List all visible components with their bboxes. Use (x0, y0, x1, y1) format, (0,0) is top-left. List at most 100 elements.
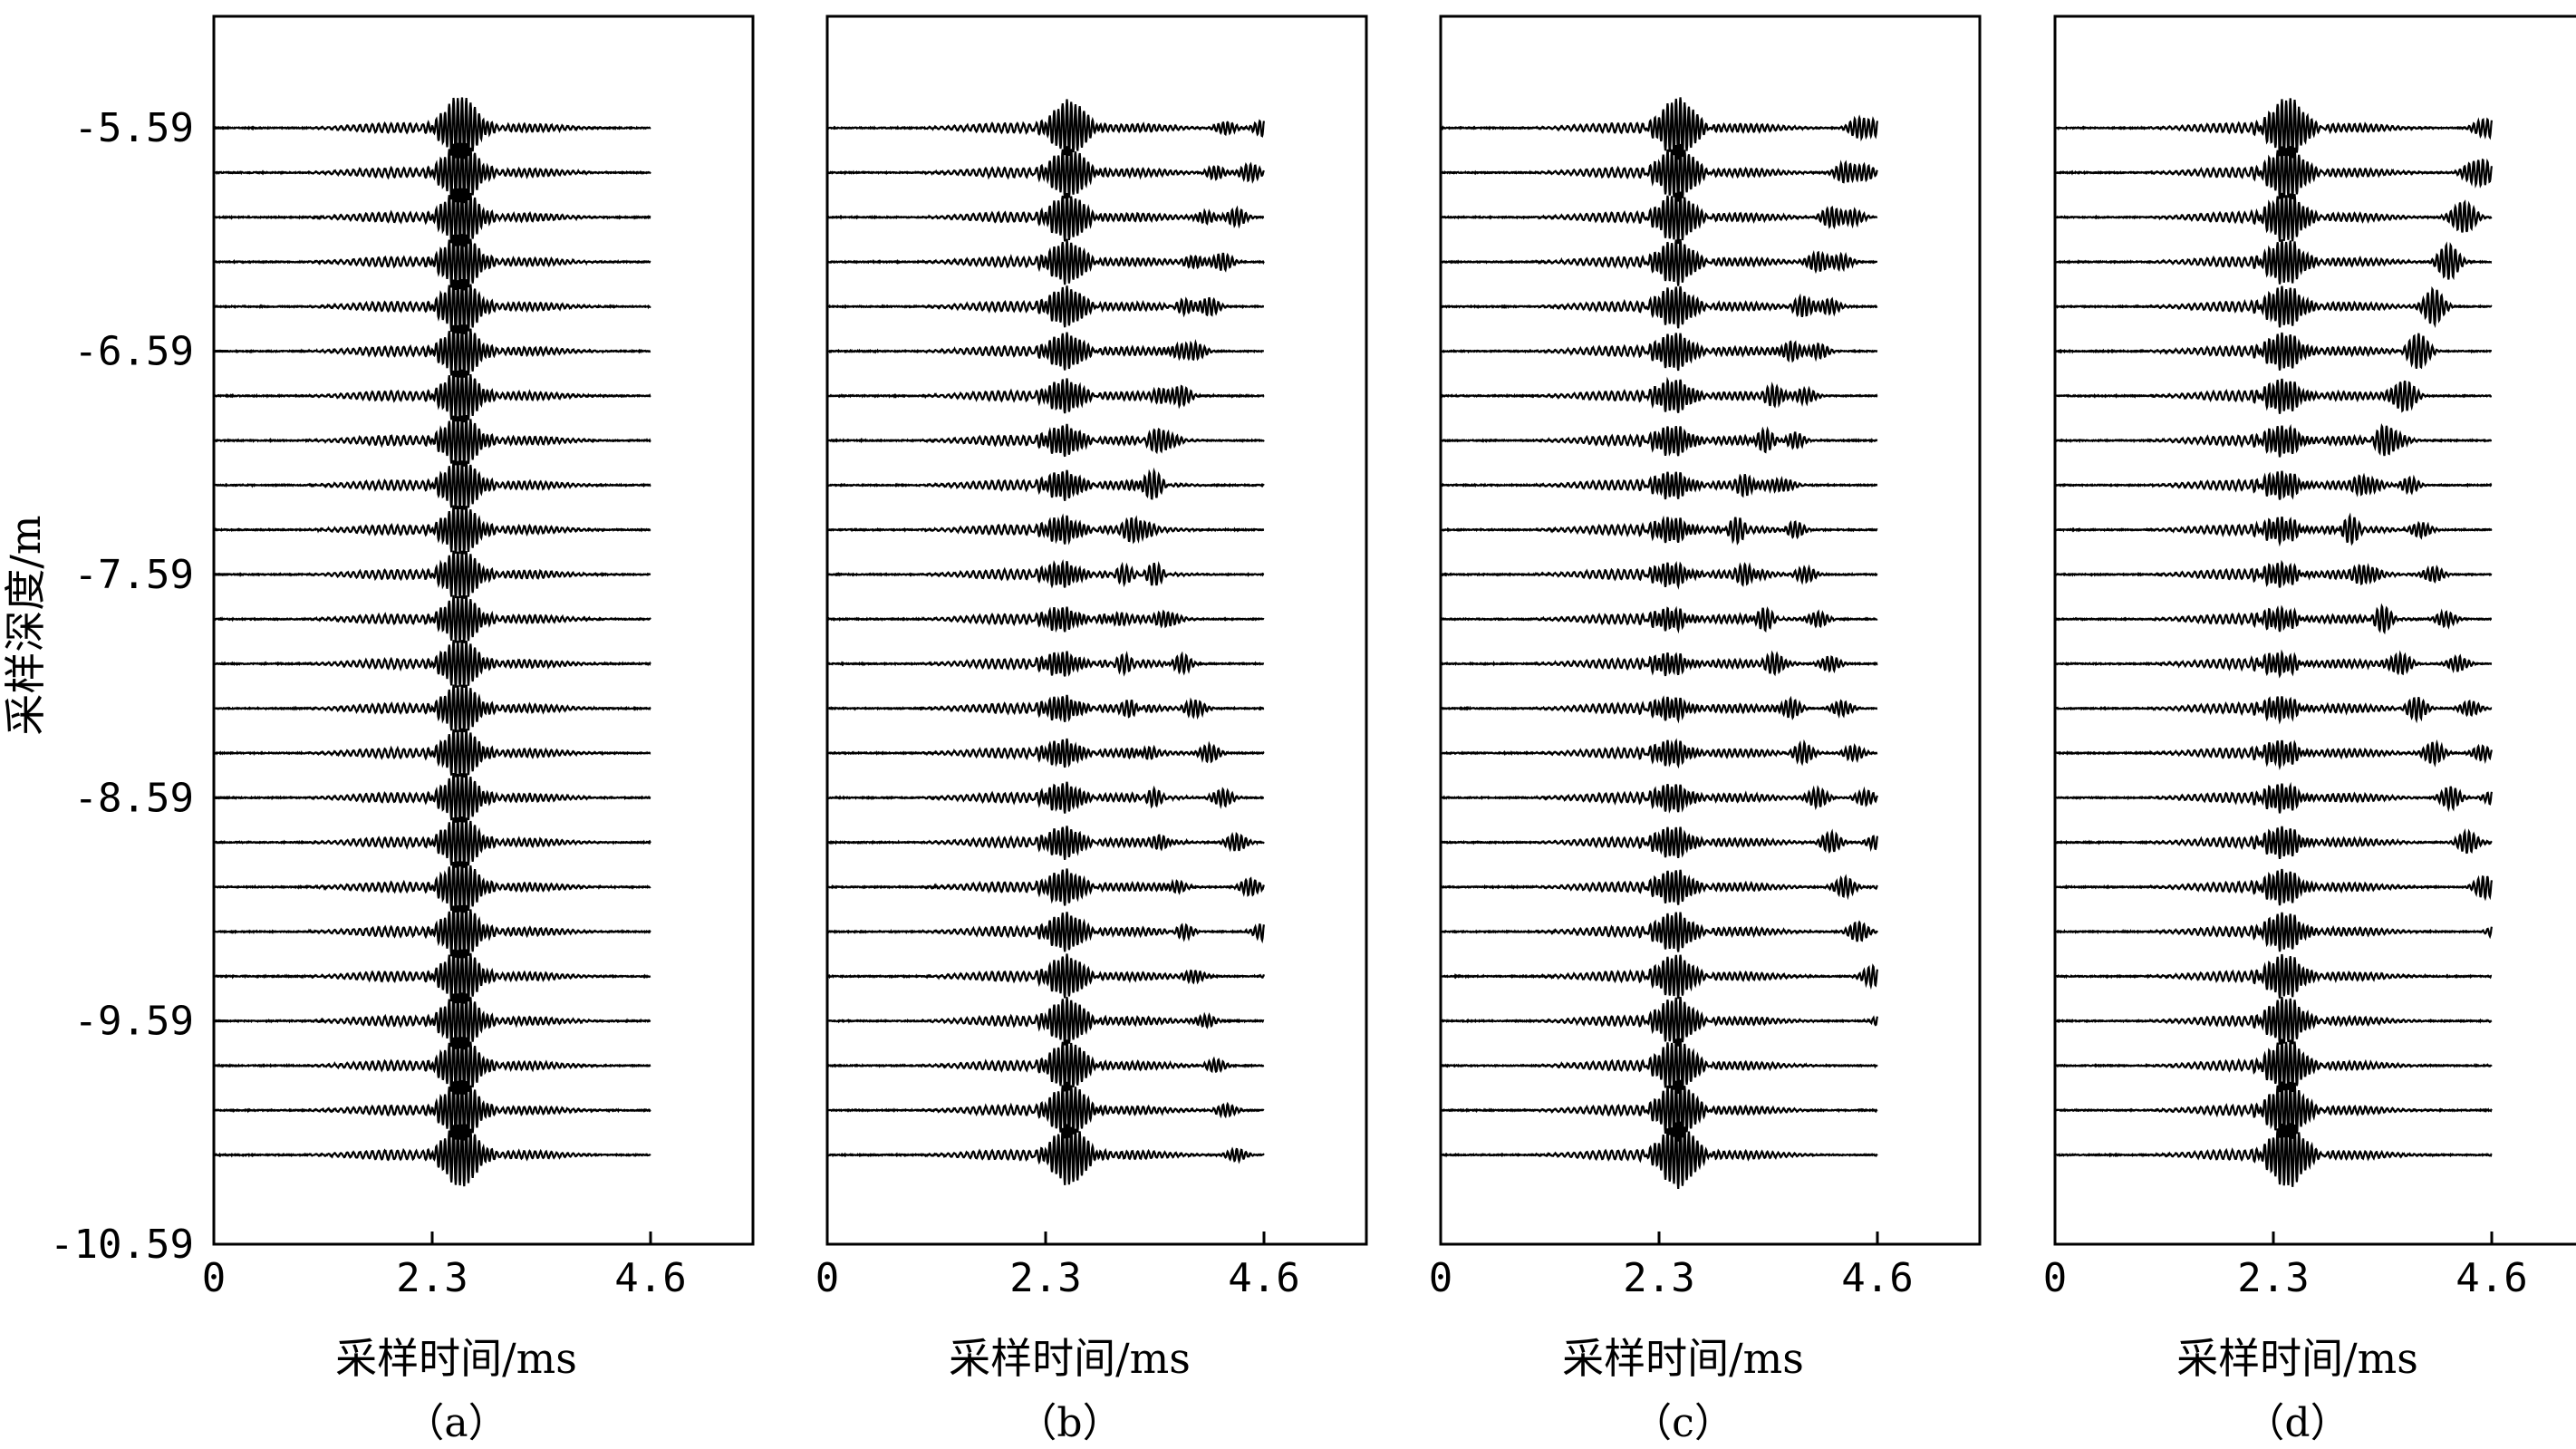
seismic-trace (1440, 605, 1878, 634)
seismic-trace (213, 640, 651, 689)
seismic-trace (2054, 1081, 2493, 1139)
panel-label: （a） (404, 1400, 507, 1446)
seismic-trace (826, 146, 1265, 199)
seismic-trace (826, 1081, 1265, 1139)
seismic-trace (213, 278, 651, 334)
seismic-trace (1440, 143, 1878, 202)
seismic-trace (826, 332, 1264, 371)
seismic-trace (214, 1079, 651, 1141)
x-tick-label: 0 (1429, 1255, 1453, 1301)
panel-b: 0 2.3 4.6 采样时间/ms （b） (815, 14, 1368, 1446)
seismic-trace (1440, 285, 1878, 329)
seismic-trace (826, 285, 1265, 328)
seismic-trace (213, 1124, 651, 1187)
seismic-trace (2054, 470, 2493, 500)
seismic-trace (826, 606, 1265, 633)
seismic-trace (1440, 1079, 1878, 1142)
x-tick-label: 4.6 (1228, 1255, 1299, 1301)
seismic-trace (2054, 1123, 2493, 1187)
seismic-trace (2054, 146, 2493, 199)
seismic-trace (826, 694, 1265, 722)
plot-frame (212, 14, 755, 1246)
panel-c: 0 2.3 4.6 采样时间/ms （c） (1429, 14, 1982, 1446)
seismic-trace (2054, 868, 2493, 906)
seismic-trace (1440, 826, 1878, 858)
seismic-trace (213, 728, 651, 778)
seismic-trace (213, 594, 651, 643)
seismic-trace (213, 414, 651, 467)
seismic-trace (1440, 515, 1878, 546)
seismic-trace (826, 238, 1265, 285)
seismic-trace (2054, 953, 2493, 999)
seismic-trace (826, 1039, 1265, 1092)
seismic-trace (213, 369, 651, 423)
traces (826, 99, 1265, 1185)
seismic-trace (1440, 869, 1878, 905)
seismic-trace (1440, 426, 1878, 457)
traces (1440, 97, 1878, 1189)
seismic-trace (826, 868, 1265, 906)
seismic-trace (1440, 954, 1878, 1000)
seismic-trace (213, 904, 651, 959)
y-tick-label: -5.59 (74, 105, 194, 151)
plot-frame (2053, 14, 2576, 1246)
seismic-trace (213, 97, 651, 159)
seismic-trace (213, 142, 651, 204)
panel-d: 0 2.3 4.6 采样时间/ms （d） (2043, 14, 2576, 1446)
y-tick-label: -7.59 (74, 552, 194, 598)
seismic-trace (2054, 996, 2493, 1045)
x-tick-label: 2.3 (1623, 1255, 1694, 1301)
x-tick-label: 0 (2043, 1255, 2068, 1301)
seismic-trace (1440, 471, 1878, 500)
x-axis-title: 采样时间/ms (949, 1334, 1191, 1383)
seismic-trace (213, 459, 651, 510)
seismic-trace (1440, 191, 1878, 245)
traces (2054, 98, 2493, 1187)
seismic-trace (826, 826, 1265, 860)
seismic-trace (1440, 695, 1878, 724)
seismic-trace (1440, 738, 1878, 769)
seismic-trace (1440, 650, 1878, 677)
seismic-trace (213, 505, 651, 555)
seismic-trace (2054, 696, 2493, 725)
seismic-trace (213, 992, 651, 1050)
x-tick-label: 4.6 (2455, 1255, 2527, 1301)
y-tick-label: -8.59 (74, 775, 194, 821)
seismic-trace (2054, 739, 2493, 771)
seismic-trace (2054, 649, 2493, 679)
seismic-trace (1440, 238, 1878, 286)
panel-a: 0 2.3 4.6 采样时间/ms （a） -5.59 -6.59 -7.59 -8.59 -9.… (50, 14, 755, 1446)
seismic-trace (826, 378, 1265, 414)
plot-frame (1439, 14, 1982, 1246)
seismic-trace (826, 781, 1265, 814)
seismic-trace (2054, 559, 2493, 588)
seismic-trace (213, 234, 651, 291)
seismic-trace (2054, 98, 2493, 159)
y-tick-label: -9.59 (74, 999, 194, 1045)
seismic-trace (2054, 1038, 2493, 1093)
x-tick-label: 4.6 (1841, 1255, 1913, 1301)
x-axis-title: 采样时间/ms (2176, 1334, 2418, 1383)
seismic-trace (826, 423, 1265, 458)
x-tick-label: 2.3 (1009, 1255, 1081, 1301)
x-tick-label: 2.3 (396, 1255, 468, 1301)
seismic-trace (826, 912, 1265, 952)
seismic-trace (1440, 783, 1878, 814)
panel-label: （b） (1017, 1400, 1122, 1446)
y-tick-label: -6.59 (74, 329, 194, 375)
seismic-trace (2054, 422, 2493, 458)
seismic-trace (1440, 912, 1878, 952)
seismic-trace (2054, 912, 2493, 952)
seismic-trace (213, 550, 651, 599)
seismic-trace (1440, 1038, 1878, 1094)
seismic-trace (827, 953, 1265, 999)
panel-label: （c） (1632, 1400, 1734, 1446)
seismic-trace (826, 192, 1265, 242)
x-tick-label: 4.6 (614, 1255, 686, 1301)
panel-label: （d） (2244, 1400, 2349, 1446)
seismic-trace (213, 684, 651, 733)
seismic-trace (2055, 378, 2493, 414)
x-tick-label: 0 (202, 1255, 227, 1301)
traces (213, 97, 651, 1187)
